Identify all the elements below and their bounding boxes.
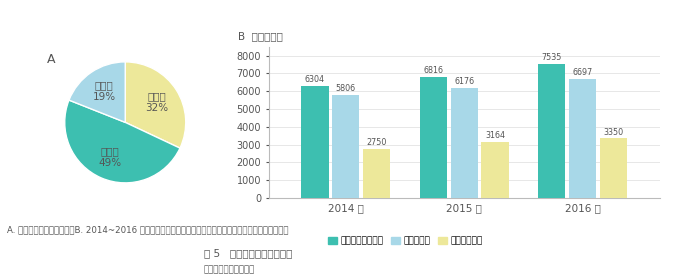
Bar <box>363 149 390 198</box>
Bar <box>481 142 509 198</box>
Text: B  单位：亿元: B 单位：亿元 <box>237 31 282 41</box>
Bar <box>569 79 596 198</box>
Text: 6176: 6176 <box>454 77 474 86</box>
Wedge shape <box>65 100 180 183</box>
Bar <box>538 64 566 198</box>
Text: A. 中国制药企业分配比例；B. 2014~2016 年化学药品制剂制造、中成药制造和生物药品制造的主营业务收入: A. 中国制药企业分配比例；B. 2014~2016 年化学药品制剂制造、中成药… <box>7 226 288 234</box>
Text: 5806: 5806 <box>336 84 356 93</box>
Text: 6816: 6816 <box>424 66 443 75</box>
Legend: 化学药品制剂制造, 中成药制造, 生物药品制造: 化学药品制剂制造, 中成药制造, 生物药品制造 <box>325 233 486 249</box>
Bar <box>600 138 627 198</box>
Text: 3350: 3350 <box>603 128 624 137</box>
Text: 中成药
32%: 中成药 32% <box>146 92 169 113</box>
Text: 7535: 7535 <box>542 53 562 62</box>
Bar <box>451 88 478 198</box>
Text: 生物药
19%: 生物药 19% <box>92 81 116 102</box>
Text: 化学药
49%: 化学药 49% <box>99 146 122 167</box>
Text: 2750: 2750 <box>367 138 387 147</box>
Bar <box>420 77 447 198</box>
Wedge shape <box>125 62 186 148</box>
Text: 6304: 6304 <box>305 75 325 84</box>
Text: 图 5   我国生物医药产业格局: 图 5 我国生物医药产业格局 <box>204 248 292 258</box>
Text: 数据来源：国家统计局: 数据来源：国家统计局 <box>204 265 255 274</box>
Text: A: A <box>47 53 55 66</box>
Text: 3164: 3164 <box>485 131 505 140</box>
Text: 6697: 6697 <box>573 68 593 77</box>
Bar <box>332 95 359 198</box>
Wedge shape <box>69 62 125 122</box>
Bar <box>301 86 328 198</box>
